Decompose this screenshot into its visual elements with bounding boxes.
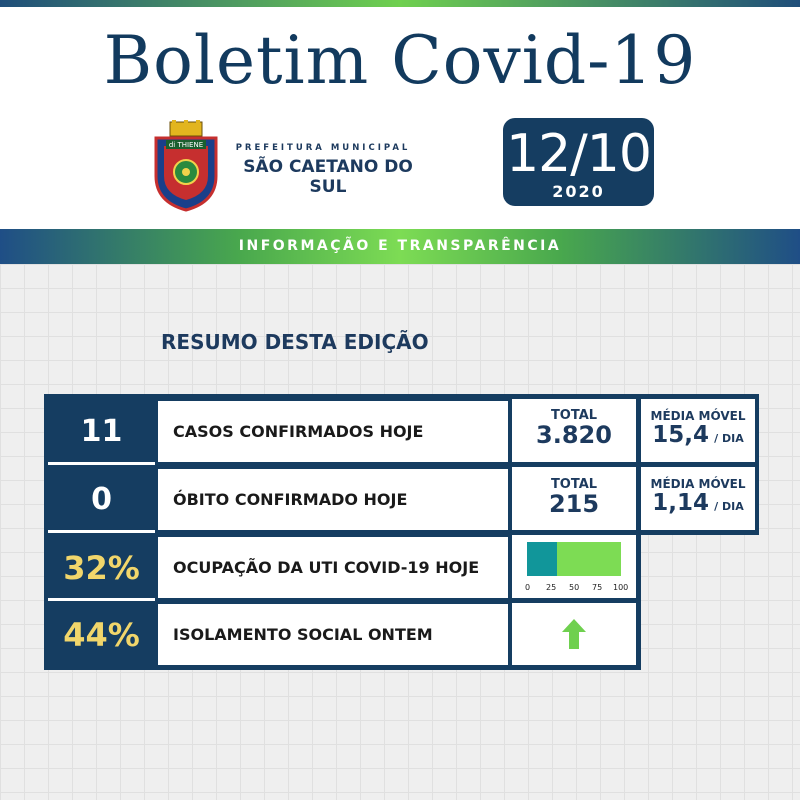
cases-total-value: 3.820 xyxy=(536,421,612,449)
row-divider xyxy=(48,462,155,465)
coat-of-arms-logo: di THIENE xyxy=(154,120,218,212)
gauge-tick: 50 xyxy=(569,583,580,592)
cases-avg-unit: / DIA xyxy=(714,432,744,445)
cases-today-label: CASOS CONFIRMADOS HOJE xyxy=(158,401,508,462)
deaths-total-value: 215 xyxy=(548,490,600,518)
banner-text: INFORMAÇÃO E TRANSPARÊNCIA xyxy=(238,238,562,254)
icu-occupancy-value: 32% xyxy=(63,549,140,587)
gauge-tick: 100 xyxy=(613,583,629,592)
page-title: Boletim Covid-19 xyxy=(103,22,697,99)
gauge-tick: 0 xyxy=(525,583,531,592)
social-isolation-value: 44% xyxy=(63,616,140,654)
deaths-today-label: ÓBITO CONFIRMADO HOJE xyxy=(158,469,508,530)
up-arrow-icon xyxy=(562,619,586,649)
city-name: SÃO CAETANO DO SUL xyxy=(243,157,413,197)
deaths-avg-value: 1,14 xyxy=(652,490,710,516)
deaths-avg-label: MÉDIA MÓVEL xyxy=(650,477,746,491)
cases-total-cell: TOTAL 3.820 xyxy=(512,399,636,462)
cases-total-label: TOTAL xyxy=(550,408,598,423)
date-badge: 12/10 2020 xyxy=(503,118,654,206)
date-year: 2020 xyxy=(552,182,605,201)
date-day: 12/10 xyxy=(506,124,652,184)
icu-gauge-track xyxy=(527,542,621,576)
top-gradient-strip xyxy=(0,0,800,7)
row-divider xyxy=(48,530,155,533)
deaths-total-cell: TOTAL 215 xyxy=(512,467,636,530)
social-isolation-label: ISOLAMENTO SOCIAL ONTEM xyxy=(158,604,508,665)
deaths-total-label: TOTAL xyxy=(550,477,598,492)
section-title: RESUMO DESTA EDIÇÃO xyxy=(161,330,429,354)
cases-avg-value: 15,4 xyxy=(652,422,710,448)
cases-today-value: 11 xyxy=(80,414,123,449)
cases-avg-cell: MÉDIA MÓVEL 15,4 / DIA xyxy=(641,399,755,462)
gauge-tick: 25 xyxy=(546,583,557,592)
icu-gauge-fill xyxy=(527,542,558,576)
row-divider xyxy=(48,598,155,601)
isolation-trend-cell xyxy=(512,603,636,665)
prefeitura-subtitle: PREFEITURA MUNICIPAL xyxy=(235,143,411,153)
deaths-avg-cell: MÉDIA MÓVEL 1,14 / DIA xyxy=(641,467,755,530)
cases-avg-label: MÉDIA MÓVEL xyxy=(650,409,746,423)
info-banner: INFORMAÇÃO E TRANSPARÊNCIA xyxy=(0,229,800,264)
deaths-avg-unit: / DIA xyxy=(714,500,744,513)
icu-gauge-cell xyxy=(512,535,636,598)
deaths-today-value: 0 xyxy=(91,482,112,517)
svg-text:di THIENE: di THIENE xyxy=(169,141,203,149)
icu-occupancy-label: OCUPAÇÃO DA UTI COVID-19 HOJE xyxy=(158,537,508,598)
gauge-tick: 75 xyxy=(592,583,603,592)
